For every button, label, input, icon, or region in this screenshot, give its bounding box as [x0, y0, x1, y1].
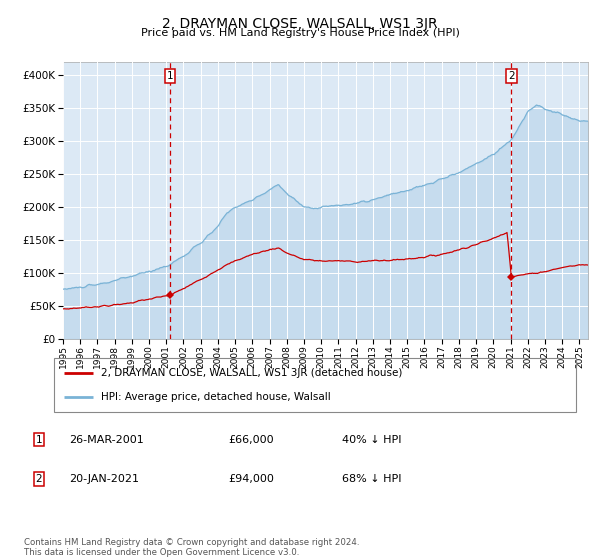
Text: 26-MAR-2001: 26-MAR-2001	[69, 435, 144, 445]
Text: 20-JAN-2021: 20-JAN-2021	[69, 474, 139, 484]
Text: Price paid vs. HM Land Registry's House Price Index (HPI): Price paid vs. HM Land Registry's House …	[140, 28, 460, 38]
Text: 1: 1	[167, 71, 173, 81]
Text: 68% ↓ HPI: 68% ↓ HPI	[342, 474, 401, 484]
Text: 2: 2	[508, 71, 515, 81]
Text: Contains HM Land Registry data © Crown copyright and database right 2024.
This d: Contains HM Land Registry data © Crown c…	[24, 538, 359, 557]
Text: HPI: Average price, detached house, Walsall: HPI: Average price, detached house, Wals…	[101, 392, 331, 402]
Text: 2, DRAYMAN CLOSE, WALSALL, WS1 3JR: 2, DRAYMAN CLOSE, WALSALL, WS1 3JR	[162, 17, 438, 31]
Text: 40% ↓ HPI: 40% ↓ HPI	[342, 435, 401, 445]
Text: £94,000: £94,000	[228, 474, 274, 484]
Text: 1: 1	[35, 435, 43, 445]
Text: £66,000: £66,000	[228, 435, 274, 445]
Text: 2, DRAYMAN CLOSE, WALSALL, WS1 3JR (detached house): 2, DRAYMAN CLOSE, WALSALL, WS1 3JR (deta…	[101, 368, 403, 378]
Text: 2: 2	[35, 474, 43, 484]
